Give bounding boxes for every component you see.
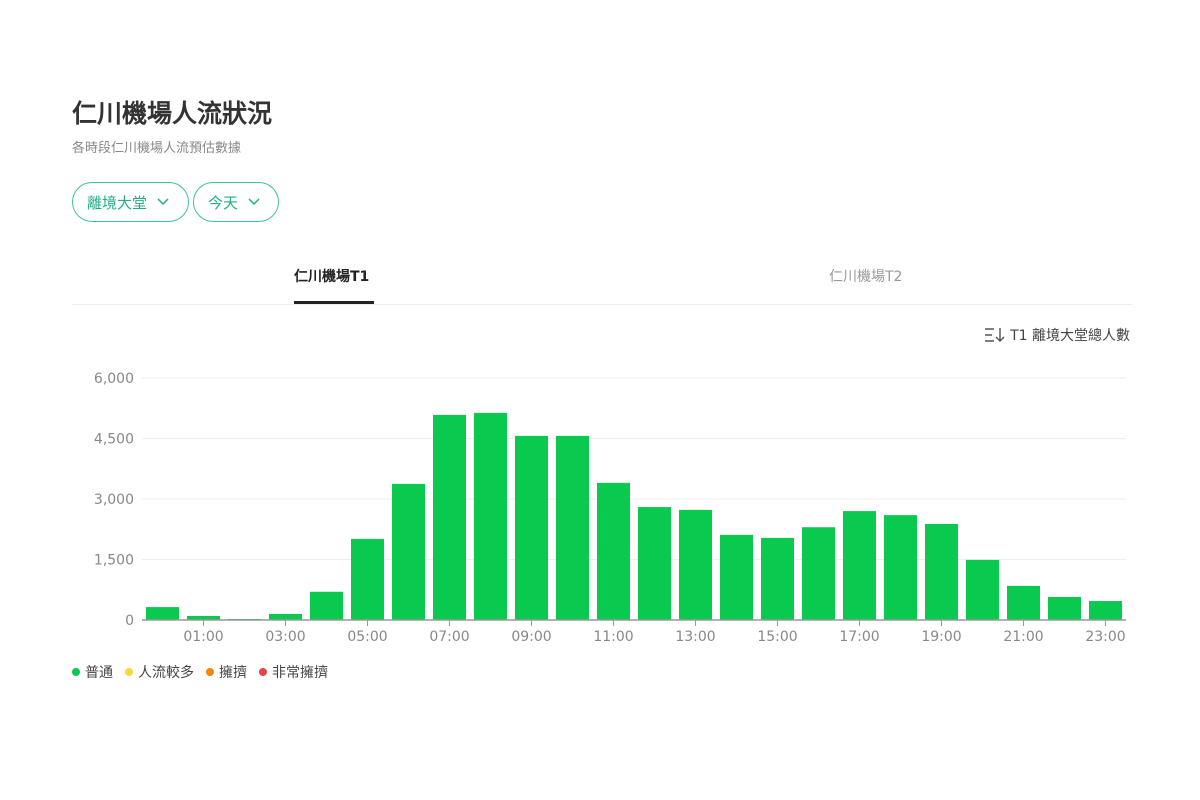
y-tick-label: 6,000 [94,371,134,387]
legend-label: 非常擁擠 [272,665,328,681]
x-tick-label: 19:00 [921,629,961,645]
sort-descending-icon [985,328,1005,342]
legend-item-busy: 人流較多 [125,662,194,682]
bar [392,483,425,620]
bar [515,435,548,620]
bar [269,613,302,620]
hall-dropdown-label: 離境大堂 [87,193,148,212]
bar [802,527,835,620]
legend-dot [206,668,214,676]
chevron-down-icon [248,198,260,206]
legend-dot [125,668,133,676]
legend-dot [259,668,267,676]
y-tick-label: 3,000 [94,492,134,508]
bar [597,482,630,620]
page-subtitle: 各時段仁川機場人流預估數據 [72,141,242,156]
legend-item-normal: 普通 [72,662,113,682]
legend-item-very-crowded: 非常擁擠 [259,662,328,682]
bar [1089,601,1122,620]
bar [1048,597,1081,620]
x-tick-label: 05:00 [347,629,387,645]
legend: 普通 人流較多 擁擠 非常擁擠 [72,662,328,682]
bar [310,591,343,620]
bar [146,607,179,620]
bar [474,412,507,620]
y-tick-label: 0 [125,613,134,629]
hall-dropdown[interactable]: 離境大堂 [72,182,189,222]
chevron-down-icon [157,198,169,206]
legend-label: 擁擠 [219,665,247,681]
legend-item-crowded: 擁擠 [206,662,247,682]
bar [351,538,384,620]
x-tick-label: 17:00 [839,629,879,645]
legend-dot [72,668,80,676]
bar [187,615,220,620]
bar [556,435,589,620]
sort-button[interactable]: T1 離境大堂總人數 [984,325,1130,345]
bar [761,537,794,620]
x-tick-label: 15:00 [757,629,797,645]
y-tick-label: 1,500 [94,553,134,569]
x-tick-label: 23:00 [1085,629,1125,645]
bar [1007,585,1040,620]
page-title: 仁川機場人流狀況 [72,99,273,128]
x-tick-label: 11:00 [593,629,633,645]
terminal-tabs: 仁川機場T1 仁川機場T2 [72,256,1132,305]
date-dropdown[interactable]: 今天 [193,182,279,222]
x-tick-label: 21:00 [1003,629,1043,645]
tab-t1[interactable]: 仁川機場T1 [294,269,370,285]
legend-label: 人流較多 [138,665,194,681]
date-dropdown-label: 今天 [208,193,239,212]
bar [679,509,712,620]
bar [966,559,999,620]
tab-t2[interactable]: 仁川機場T2 [829,269,903,285]
x-tick-label: 07:00 [429,629,469,645]
bar [925,524,958,620]
x-tick-label: 03:00 [265,629,305,645]
legend-label: 普通 [85,665,113,681]
bar [884,515,917,620]
x-tick-label: 01:00 [183,629,223,645]
bar [843,511,876,620]
sort-label: T1 離境大堂總人數 [1010,328,1130,344]
active-tab-indicator [294,301,374,304]
x-tick-label: 09:00 [511,629,551,645]
bar [720,534,753,620]
y-tick-label: 4,500 [94,432,134,448]
bar [638,507,671,620]
x-tick-label: 13:00 [675,629,715,645]
bar [433,414,466,620]
